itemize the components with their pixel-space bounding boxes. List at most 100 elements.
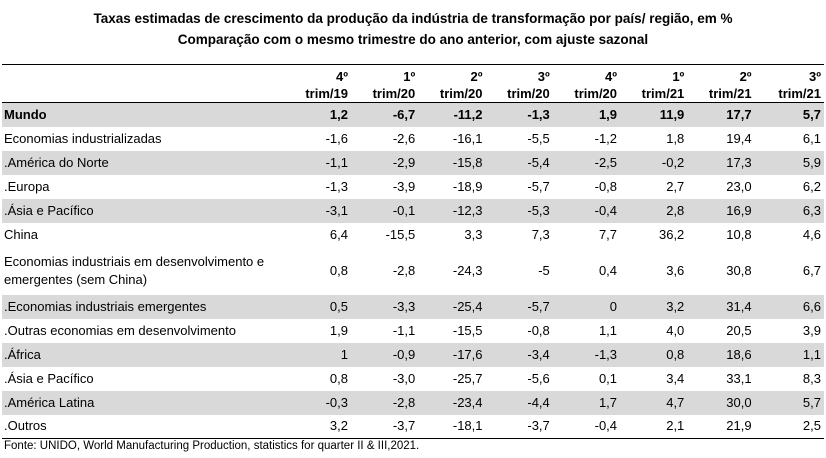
table-row: .Ásia e Pacífico -3,1 -0,1 -12,3 -5,3 -0,4 2,8… [2, 198, 824, 223]
table-cell: 2,8 [620, 198, 688, 223]
table-cell: -5,3 [485, 198, 553, 223]
row-label: .Economias industriais emergentes [2, 294, 284, 319]
table-cell: -3,9 [392, 178, 416, 194]
row-label: Economias industrializadas [4, 130, 162, 146]
col-header: 2º trim/20 [418, 64, 486, 103]
col-header: 1º trim/20 [350, 64, 419, 103]
table-cell: -24,3 [452, 262, 483, 278]
row-label: .Ásia e Pacífico [4, 370, 94, 386]
table-row: .América do Norte -1,1 -2,9 -15,8 -5,4 -2,5 -0… [2, 150, 824, 175]
table-row: .Economias industriais emergentes 0,5 -3,3… [2, 294, 824, 319]
table-cell: -5,6 [527, 370, 550, 386]
table-row: .América Latina -0,3 -2,8 -23,4 -4,4 1,7 4,7 30… [2, 390, 824, 415]
table-title: Taxas estimadas de crescimento da produç… [0, 0, 826, 50]
table-cell: 3,2 [283, 414, 351, 439]
table-cell: 0,8 [329, 370, 348, 386]
table-cell: -0,9 [350, 342, 419, 367]
table-cell: 1,9 [329, 322, 348, 338]
table-cell: 18,6 [687, 342, 755, 367]
table-cell: 5,7 [754, 390, 824, 415]
table-cell: -3,0 [392, 370, 416, 386]
table-cell: -5,7 [485, 294, 553, 319]
table-cell: 1,1 [598, 322, 618, 338]
table-cell: 3,6 [666, 262, 685, 278]
table-cell: -6,7 [350, 102, 419, 127]
row-label: .América do Norte [2, 150, 284, 175]
table-cell: 19,4 [726, 130, 752, 146]
table-cell: 3,4 [666, 370, 685, 386]
table-cell: -1,2 [594, 130, 618, 146]
table-cell: 0,1 [598, 370, 618, 386]
table-cell: 6,4 [329, 226, 348, 242]
table-cell: 1,2 [283, 102, 351, 127]
table-row: Mundo 1,2 -6,7 -11,2 -1,3 1,9 11,9 17,7 5,7 [2, 102, 824, 127]
table-cell: 30,0 [687, 390, 755, 415]
table-cell: -5 [538, 262, 550, 278]
table-cell: 0,5 [283, 294, 351, 319]
header-row: 4º trim/19 1º trim/20 2º trim/20 3º trim/20 … [2, 64, 824, 103]
table-cell: 6,7 [802, 262, 821, 278]
row-label: .África [2, 342, 284, 367]
table-row: China 6,4 -15,5 3,3 7,3 7,7 36,2 10,8 4,6 [2, 223, 824, 247]
table-cell: -3,7 [485, 414, 553, 439]
title-line-1: Taxas estimadas de crescimento da produç… [93, 11, 733, 26]
table-cell: -0,2 [620, 150, 688, 175]
table-cell: 1,8 [666, 130, 685, 146]
table-row: .África 1 -0,9 -17,6 -3,4 -1,3 0,8 18,6 1,1 [2, 342, 824, 367]
table-cell: 3,9 [802, 322, 821, 338]
table-cell: -15,5 [452, 322, 483, 338]
table-cell: -17,6 [418, 342, 486, 367]
table-cell: -1,3 [552, 342, 621, 367]
table-cell: 4,7 [620, 390, 688, 415]
table-cell: -0,1 [350, 198, 419, 223]
col-header: 4º trim/20 [552, 64, 621, 103]
table-cell: -2,5 [552, 150, 621, 175]
table-cell: 36,2 [658, 226, 685, 242]
row-label: China [4, 226, 38, 242]
table-cell: -25,4 [418, 294, 486, 319]
table-cell: 30,8 [726, 262, 752, 278]
table-cell: -2,8 [392, 262, 416, 278]
table-cell: 17,7 [687, 102, 755, 127]
table-cell: 33,1 [726, 370, 752, 386]
row-label: .Outras economias em desenvolvimento [4, 322, 236, 338]
table-row: .Outras economias em desenvolvimento 1,9 -… [2, 319, 824, 343]
table-cell: 23,0 [726, 178, 752, 194]
col-header: 3º trim/20 [485, 64, 553, 103]
table-cell: -15,8 [418, 150, 486, 175]
table-cell: 4,0 [666, 322, 685, 338]
table-cell: -0,4 [552, 198, 621, 223]
table-cell: -3,3 [350, 294, 419, 319]
table-cell: -3,4 [485, 342, 553, 367]
row-label: .Europa [4, 178, 50, 194]
table-cell: 2,5 [754, 414, 824, 439]
table-row: .Europa -1,3 -3,9 -18,9 -5,7 -0,8 2,7 23,0 6,2 [2, 175, 824, 199]
table-cell: 8,3 [802, 370, 821, 386]
table-cell: 2,7 [666, 178, 685, 194]
table-cell: 4,6 [802, 226, 821, 242]
table-cell: -23,4 [418, 390, 486, 415]
col-header: 1º trim/21 [620, 64, 688, 103]
row-label: .América Latina [2, 390, 284, 415]
col-header: 3º trim/21 [754, 64, 824, 103]
table-cell: -3,7 [350, 414, 419, 439]
col-header: 4º trim/19 [283, 64, 351, 103]
source-note: Fonte: UNIDO, World Manufacturing Produc… [4, 440, 420, 452]
table-cell: 6,1 [802, 130, 821, 146]
table-row: .Outros 3,2 -3,7 -18,1 -3,7 -0,4 2,1 21,9 2,5 [2, 414, 824, 439]
title-line-2: Comparação com o mesmo trimestre do ano … [177, 32, 649, 47]
table-cell: 1 [283, 342, 351, 367]
table-cell: 7,7 [598, 226, 618, 242]
table-cell: -1,6 [325, 130, 348, 146]
table-cell: 0,8 [329, 262, 348, 278]
table-cell: 3,2 [620, 294, 688, 319]
table-cell: -0,4 [552, 414, 621, 439]
table-cell: 0,4 [598, 262, 618, 278]
table-cell: 0 [552, 294, 621, 319]
table-cell: -25,7 [452, 370, 483, 386]
table-cell: 6,3 [754, 198, 824, 223]
table-cell: 1,9 [552, 102, 621, 127]
table-cell: -4,4 [485, 390, 553, 415]
table-cell: 17,3 [687, 150, 755, 175]
table-cell: -3,1 [283, 198, 351, 223]
